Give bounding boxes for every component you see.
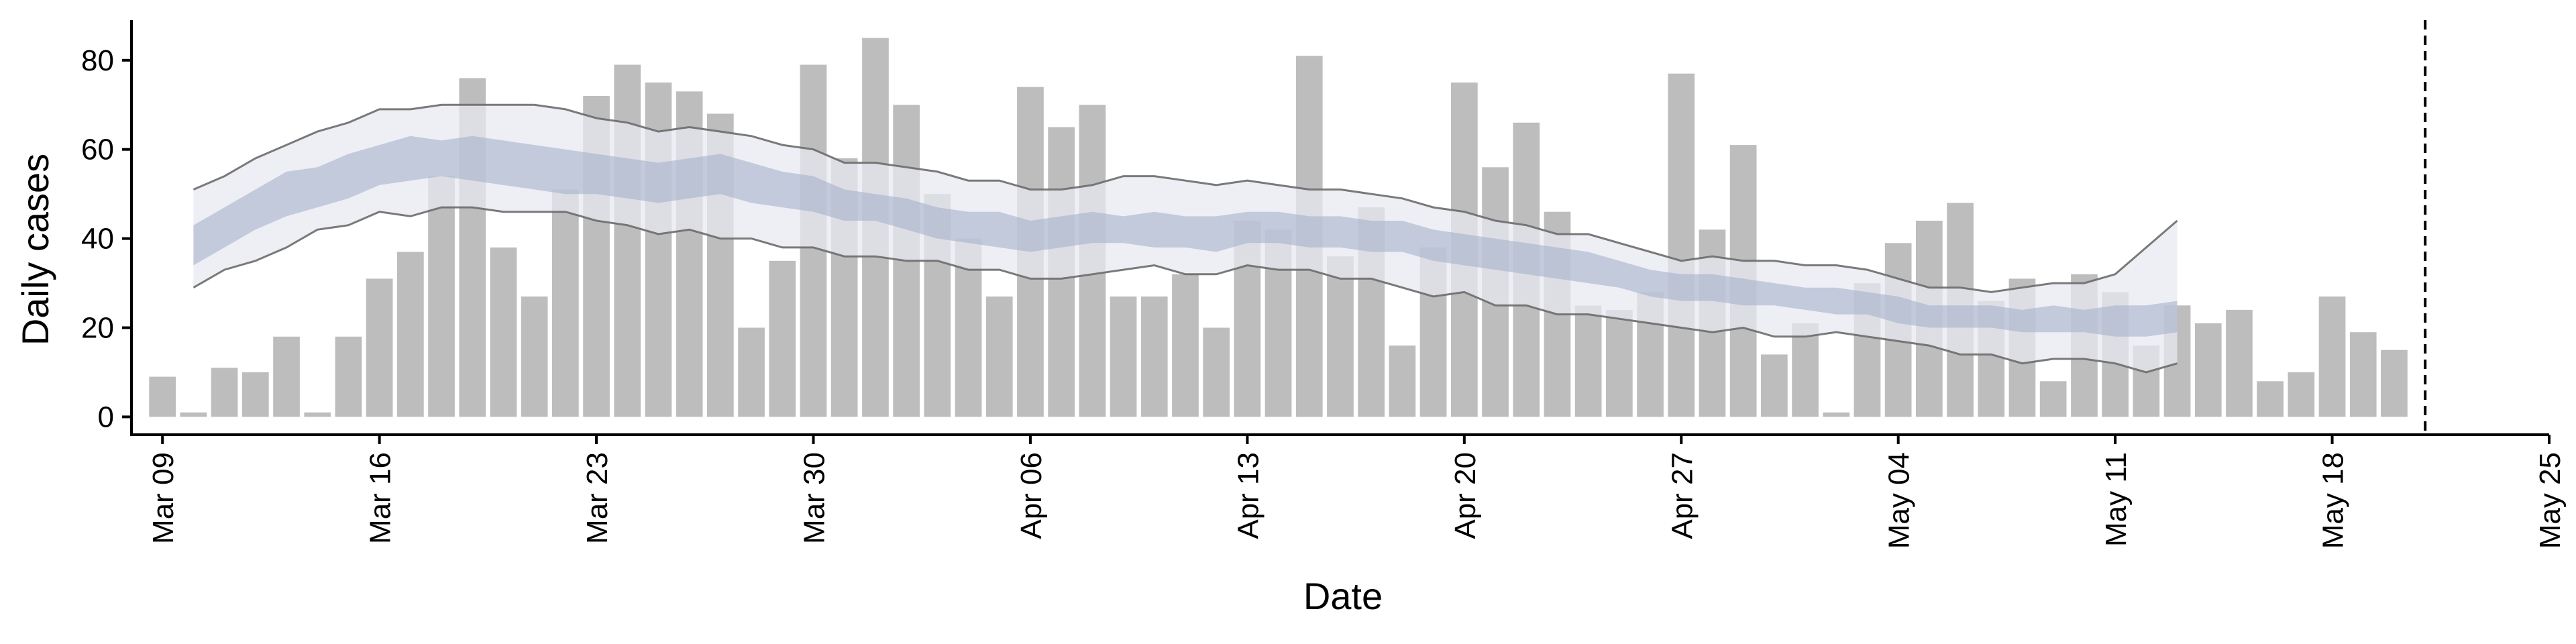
bar [2039,381,2067,417]
bar [273,336,300,417]
bar [149,376,176,417]
bar [2318,297,2346,417]
x-tick-label: Mar 09 [147,452,180,544]
bar [985,297,1013,417]
bar [428,176,455,417]
bar [366,278,393,417]
bar [2194,323,2222,417]
bar [1823,412,1850,417]
y-tick-label: 80 [81,44,114,77]
y-tick-label: 40 [81,223,114,256]
x-tick-label: May 25 [2534,452,2567,549]
bar [1203,327,1230,417]
x-tick-label: May 11 [2100,452,2133,547]
x-tick-label: Apr 06 [1015,452,1048,539]
x-ticks: Mar 09 Mar 16 Mar 23 Mar 30 Apr 06 Apr 13 Apr … [147,435,2567,549]
bar [614,64,641,417]
x-tick-label: Apr 20 [1449,452,1482,539]
bar [1140,297,1168,417]
y-axis-label: Daily cases [14,154,56,345]
y-tick-label: 20 [81,312,114,345]
bar [1574,305,1602,417]
bar [397,252,424,417]
bar [2226,309,2253,417]
outer-band-lower-line [193,206,2178,374]
bar [304,412,331,417]
bar [1172,274,1199,417]
bar [2349,332,2377,417]
bar [335,336,362,417]
bar [1761,354,1788,417]
x-tick-label: May 18 [2317,452,2350,549]
bar [1327,256,1354,417]
bar [1606,309,1633,417]
y-tick-label: 60 [81,133,114,166]
outer-band-upper-line [193,103,2178,293]
bar [211,368,238,417]
y-ticks: 0 20 40 60 80 [81,44,131,433]
x-tick-label: Apr 13 [1232,452,1265,539]
bar [490,247,517,417]
bands-layer [193,103,2178,374]
bar [769,260,796,417]
bar [552,189,579,417]
y-tick-label: 0 [98,400,114,433]
bar [2288,372,2315,417]
bar [1792,323,1819,417]
bar [1110,297,1137,417]
bar [1389,345,1416,417]
x-tick-label: Mar 23 [581,452,614,544]
x-tick-label: Mar 16 [364,452,397,544]
x-tick-label: Apr 27 [1666,452,1699,539]
x-axis-label: Date [1303,575,1383,617]
bar [180,412,207,417]
x-tick-label: May 04 [1883,452,1916,549]
bar [2381,350,2408,417]
bar [738,327,765,417]
inner-band [193,136,2178,337]
bar [1668,73,1695,417]
x-tick-label: Mar 30 [798,452,831,544]
bar [2257,381,2284,417]
bar [521,297,548,417]
axes [130,20,2549,436]
bar [242,372,269,417]
